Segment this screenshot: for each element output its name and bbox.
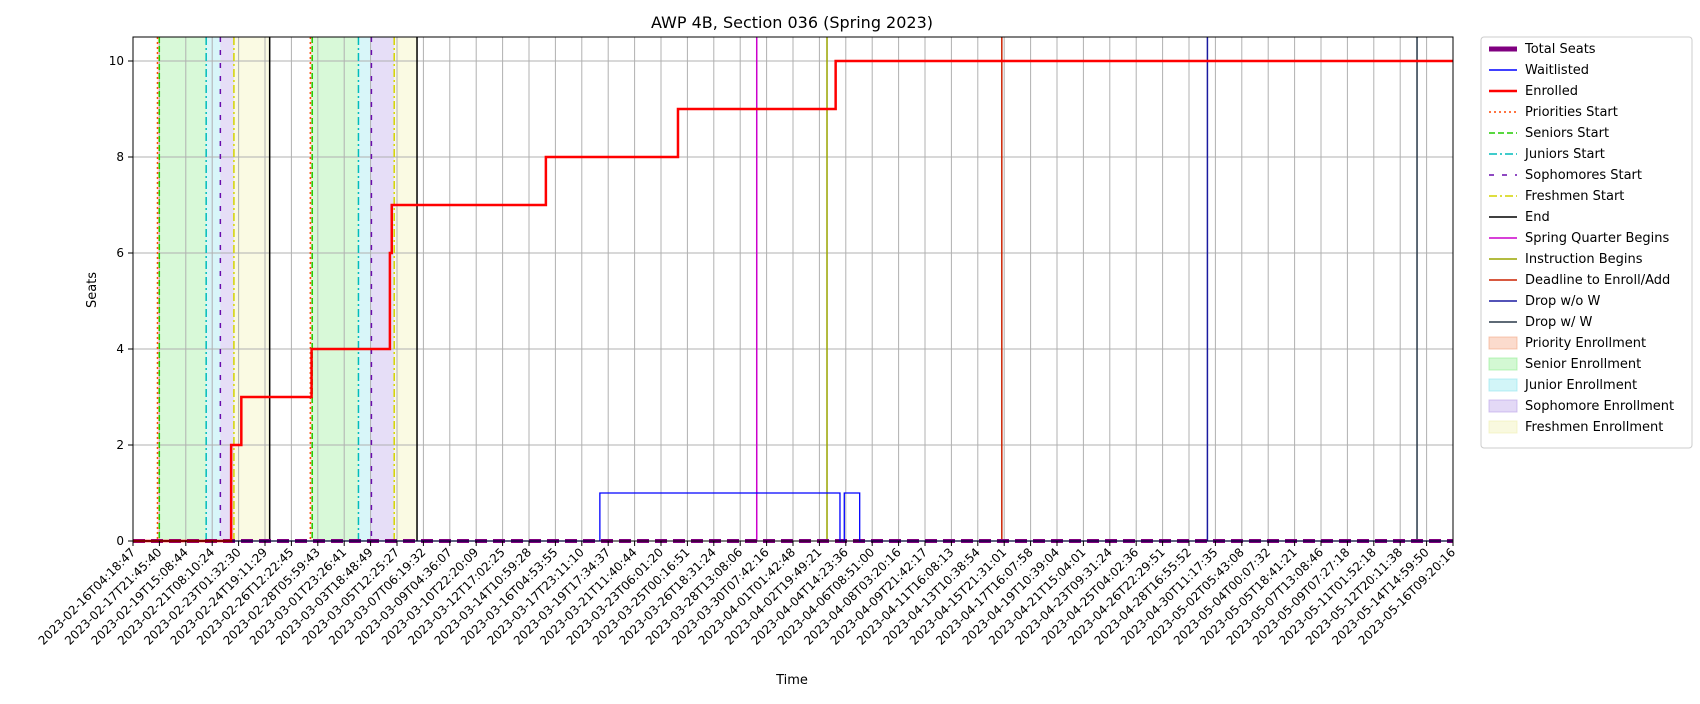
legend-label: End — [1525, 210, 1550, 225]
y-tick-label: 8 — [116, 150, 124, 164]
legend-swatch — [1488, 399, 1518, 413]
shaded-region-0-0 — [157, 37, 160, 541]
shaded-region-2-1 — [358, 37, 372, 541]
legend-label: Senior Enrollment — [1525, 357, 1641, 372]
legend-swatch — [1488, 357, 1518, 371]
shaded-region-1-0 — [159, 37, 207, 541]
legend-label: Priority Enrollment — [1525, 336, 1646, 351]
shaded-region-2-0 — [206, 37, 221, 541]
shaded-region-0-1 — [310, 37, 313, 541]
legend-label: Total Seats — [1524, 42, 1596, 57]
y-tick-label: 2 — [116, 438, 124, 452]
legend-label: Instruction Begins — [1525, 252, 1643, 267]
legend-label: Waitlisted — [1525, 63, 1589, 78]
shaded-region-4-0 — [233, 37, 270, 541]
legend-label: Drop w/ W — [1525, 315, 1593, 330]
y-tick-label: 4 — [116, 342, 124, 356]
series-line-2 — [133, 59, 1453, 543]
legend-label: Sophomore Enrollment — [1525, 399, 1674, 414]
legend-label: Junior Enrollment — [1524, 378, 1637, 393]
legend-box — [1480, 36, 1693, 449]
legend-label: Spring Quarter Begins — [1525, 231, 1669, 246]
legend-label: Deadline to Enroll/Add — [1525, 273, 1670, 288]
legend-label: Freshmen Enrollment — [1525, 420, 1663, 435]
legend-label: Priorities Start — [1525, 105, 1618, 120]
legend-swatch — [1488, 420, 1518, 434]
y-tick-label: 10 — [109, 54, 124, 68]
legend-label: Freshmen Start — [1525, 189, 1624, 204]
legend-label: Seniors Start — [1525, 126, 1609, 141]
shaded-region-4-1 — [394, 37, 418, 541]
legend-swatch — [1488, 378, 1518, 392]
legend-label: Sophomores Start — [1525, 168, 1642, 183]
x-axis-label: Time — [775, 673, 808, 688]
legend-layer: Total Seats Waitlisted Enrolled Priorities … — [1480, 36, 1693, 449]
marker-layer — [156, 37, 1418, 541]
y-tick-label: 0 — [116, 534, 124, 548]
shaded-region-1-1 — [312, 37, 359, 541]
chart-title: AWP 4B, Section 036 (Spring 2023) — [651, 13, 933, 32]
legend-swatch — [1488, 336, 1518, 350]
y-tick-label: 6 — [116, 246, 124, 260]
shaded-region-3-1 — [371, 37, 395, 541]
legend-label: Enrolled — [1525, 84, 1578, 99]
legend-label: Juniors Start — [1524, 147, 1605, 162]
shaded-region-3-0 — [220, 37, 234, 541]
y-axis-label: Seats — [85, 272, 100, 308]
legend-label: Drop w/o W — [1525, 294, 1601, 309]
plot-background-layer — [157, 37, 418, 541]
